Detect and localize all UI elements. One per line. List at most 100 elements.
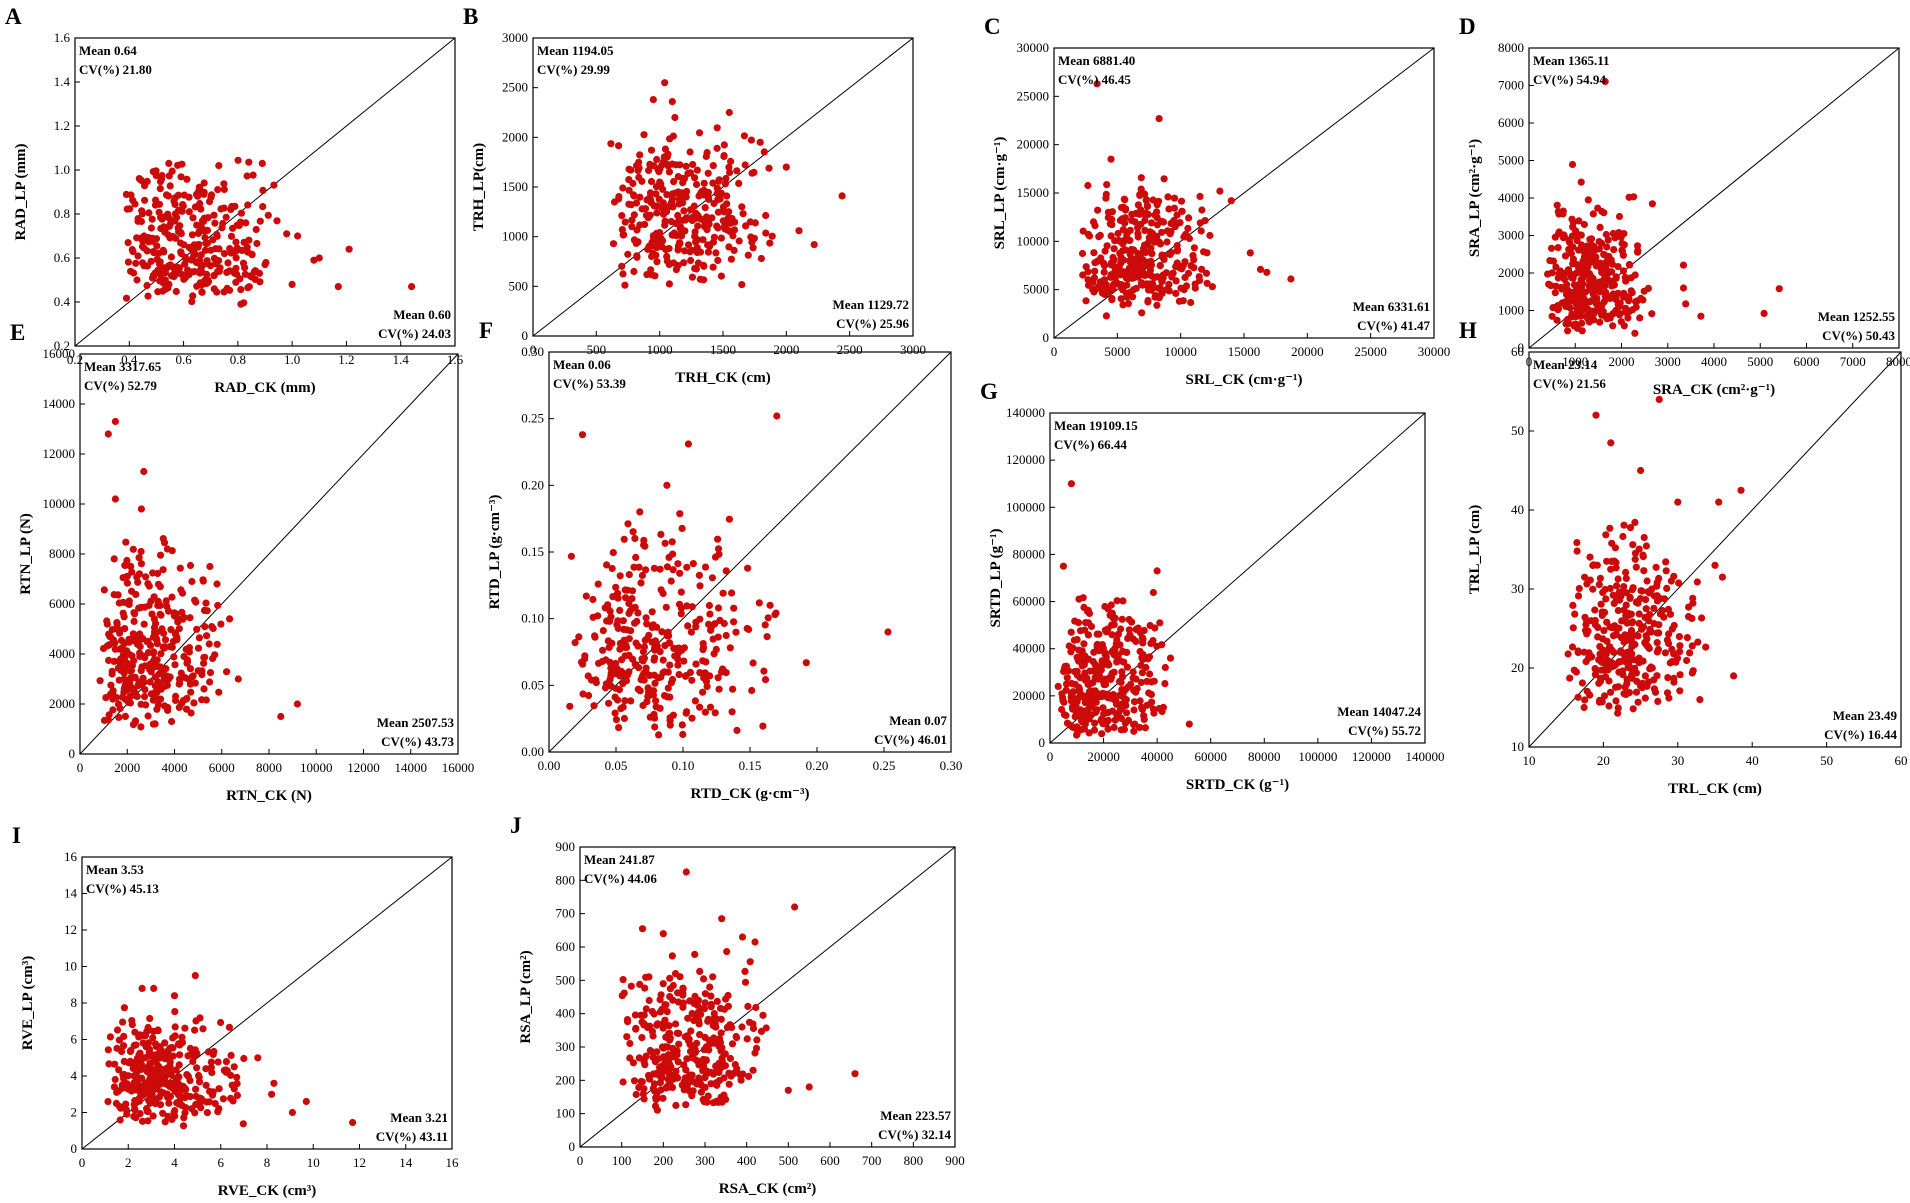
data-point bbox=[591, 632, 599, 640]
data-point bbox=[630, 1077, 639, 1085]
data-point bbox=[124, 258, 132, 266]
data-point bbox=[684, 622, 692, 630]
scatter-panel-a: A0.2 0.4 0.6 0.8 1.0 1.2 1.4 1.60.20.40.60.81.0… bbox=[5, 4, 464, 396]
ck-cv-label: CV(%) 55.72 bbox=[1348, 723, 1421, 738]
ck-mean-label: Mean 23.49 bbox=[1833, 708, 1898, 723]
x-tick-label: 5000 bbox=[1747, 354, 1773, 369]
y-tick-label: 0 bbox=[69, 746, 76, 761]
data-point bbox=[705, 601, 714, 610]
data-point bbox=[110, 555, 118, 563]
data-point bbox=[116, 660, 125, 668]
data-point bbox=[657, 991, 665, 999]
data-point bbox=[612, 583, 620, 591]
data-point bbox=[203, 226, 212, 234]
data-point bbox=[614, 696, 622, 704]
data-point bbox=[143, 281, 151, 290]
data-point bbox=[1640, 533, 1648, 542]
data-point bbox=[268, 1090, 276, 1098]
data-point bbox=[1646, 628, 1654, 636]
data-point bbox=[697, 215, 705, 223]
y-tick-label: 6000 bbox=[49, 596, 75, 611]
data-point bbox=[1554, 274, 1562, 282]
data-point bbox=[692, 265, 701, 273]
data-point bbox=[175, 228, 183, 236]
data-point bbox=[722, 669, 730, 677]
data-point bbox=[1191, 284, 1199, 292]
lp-mean-label: Mean 1194.05 bbox=[537, 43, 614, 58]
data-point bbox=[590, 702, 598, 710]
data-point bbox=[1670, 674, 1678, 683]
data-point bbox=[228, 202, 236, 211]
data-point bbox=[1582, 243, 1590, 251]
data-point bbox=[1613, 582, 1621, 590]
data-point bbox=[1177, 197, 1186, 205]
data-point bbox=[666, 639, 674, 647]
data-point bbox=[156, 185, 164, 193]
data-point bbox=[1198, 265, 1206, 273]
data-point bbox=[1081, 669, 1089, 677]
data-point bbox=[707, 1000, 715, 1009]
data-point bbox=[733, 167, 741, 175]
data-point bbox=[762, 211, 770, 220]
x-tick-label: 0.20 bbox=[806, 758, 829, 773]
data-point bbox=[1115, 280, 1123, 289]
data-point bbox=[665, 202, 673, 211]
data-point bbox=[146, 641, 155, 650]
data-point bbox=[165, 1099, 173, 1107]
y-tick-label: 20 bbox=[1511, 660, 1524, 675]
data-point bbox=[650, 656, 658, 664]
data-point bbox=[1603, 557, 1611, 565]
data-point bbox=[1149, 231, 1157, 239]
x-axis-label: RVE_CK (cm³) bbox=[218, 1183, 317, 1199]
data-point bbox=[602, 680, 611, 688]
data-point bbox=[227, 232, 236, 240]
data-point bbox=[735, 179, 743, 187]
data-point bbox=[760, 667, 768, 675]
data-point bbox=[194, 644, 203, 652]
data-point bbox=[1622, 618, 1630, 626]
data-point bbox=[1202, 269, 1211, 277]
identity-line bbox=[532, 37, 914, 337]
data-point bbox=[176, 679, 184, 687]
data-point bbox=[161, 636, 170, 644]
data-point bbox=[659, 1094, 667, 1102]
data-point bbox=[1130, 698, 1139, 706]
data-point bbox=[671, 113, 679, 122]
y-tick-label: 0 bbox=[1043, 330, 1050, 345]
scatter-panel-f: F0.00 0.05 0.10 0.15 0.20 0.25 0.300.000.050.1… bbox=[479, 318, 962, 802]
data-point bbox=[1664, 605, 1672, 614]
data-point bbox=[137, 547, 145, 556]
data-point bbox=[123, 659, 131, 668]
data-point bbox=[1640, 287, 1648, 295]
y-tick-label: 5000 bbox=[1023, 282, 1049, 297]
data-point bbox=[132, 590, 140, 599]
data-point bbox=[135, 604, 143, 612]
data-point bbox=[145, 1048, 153, 1056]
panel-letter: F bbox=[479, 318, 493, 343]
data-point bbox=[154, 580, 163, 588]
data-point bbox=[138, 1117, 147, 1125]
data-point bbox=[1107, 260, 1115, 268]
data-point bbox=[1775, 285, 1783, 293]
y-tick-label: 30000 bbox=[1017, 40, 1050, 55]
data-point bbox=[725, 163, 733, 171]
data-point bbox=[1149, 196, 1157, 204]
data-point bbox=[1594, 623, 1602, 632]
data-point bbox=[162, 191, 171, 199]
data-point bbox=[1591, 606, 1599, 614]
data-point bbox=[191, 1051, 199, 1059]
data-point bbox=[96, 677, 104, 685]
y-tick-label: 0.4 bbox=[54, 294, 71, 309]
data-point bbox=[1216, 187, 1224, 195]
data-point bbox=[1679, 284, 1688, 292]
data-point bbox=[1586, 251, 1594, 259]
x-tick-label: 4000 bbox=[162, 760, 188, 775]
data-point bbox=[768, 232, 776, 240]
data-point bbox=[652, 703, 660, 711]
data-point bbox=[713, 222, 721, 230]
data-point bbox=[791, 903, 799, 911]
data-point bbox=[215, 245, 223, 253]
data-point bbox=[130, 674, 138, 682]
data-point bbox=[651, 1058, 660, 1066]
x-tick-label: 14 bbox=[399, 1155, 413, 1170]
